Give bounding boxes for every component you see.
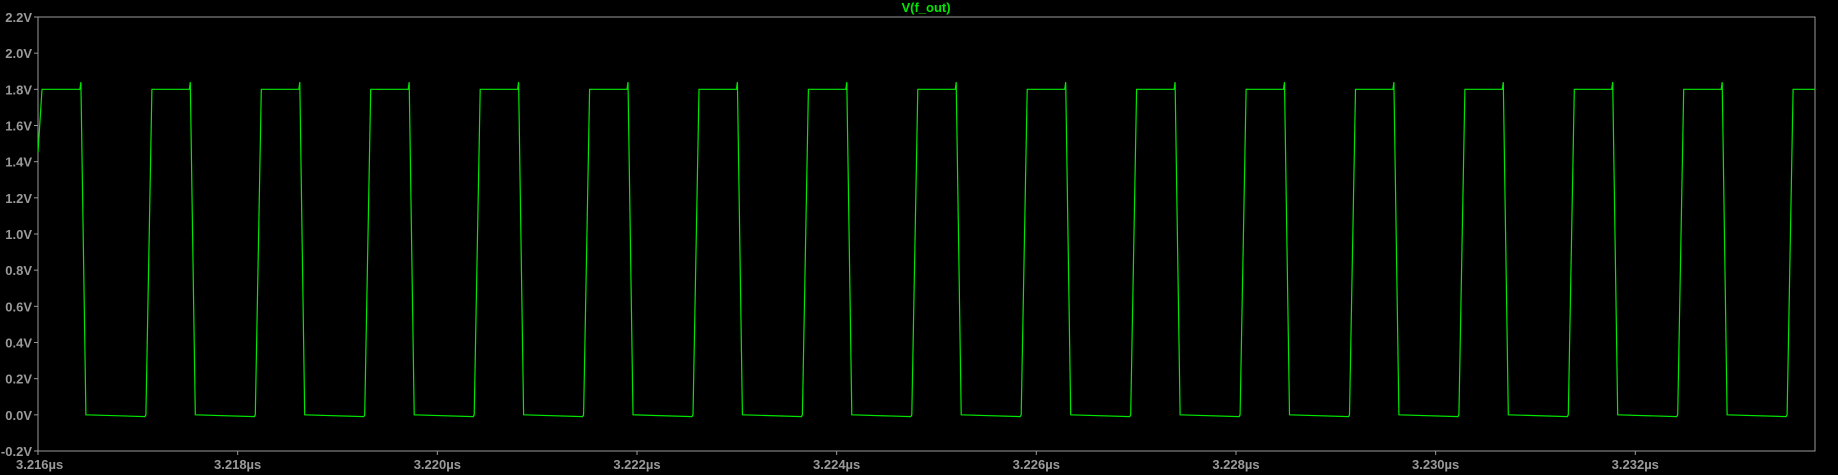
y-tick-label: 0.8V [5,263,32,278]
x-tick-label: 3.226µs [1013,457,1060,472]
x-tick-label: 3.228µs [1212,457,1259,472]
x-tick-label: 3.220µs [414,457,461,472]
y-tick-label: 0.6V [5,299,32,314]
x-tick-label: 3.222µs [613,457,660,472]
x-tick-label: 3.232µs [1612,457,1659,472]
y-tick-label: 0.2V [5,372,32,387]
y-tick-label: -0.2V [1,444,32,459]
y-tick-label: 1.8V [5,82,32,97]
y-axis: 2.2V 2.0V 1.8V 1.6V 1.4V 1.2V 1.0V 0.8V 0.6V 0.4V… [1,10,38,459]
x-tick-label: 3.224µs [813,457,860,472]
x-tick-label: 3.218µs [214,457,261,472]
x-tick-label: 3.216µs [16,457,63,472]
y-tick-label: 1.6V [5,119,32,134]
y-tick-label: 2.2V [5,10,32,25]
y-tick-label: 1.0V [5,227,32,242]
y-tick-label: 0.4V [5,336,32,351]
x-tick-label: 3.230µs [1412,457,1459,472]
series-line-f-out[interactable] [37,82,1815,418]
chart-title[interactable]: V(f_out) [901,0,950,15]
y-tick-label: 2.0V [5,46,32,61]
x-axis: 3.216µs 3.218µs 3.220µs 3.222µs 3.224µs 3.226… [16,451,1659,472]
y-tick-label: 0.0V [5,408,32,423]
y-tick-label: 1.2V [5,191,32,206]
y-tick-label: 1.4V [5,155,32,170]
